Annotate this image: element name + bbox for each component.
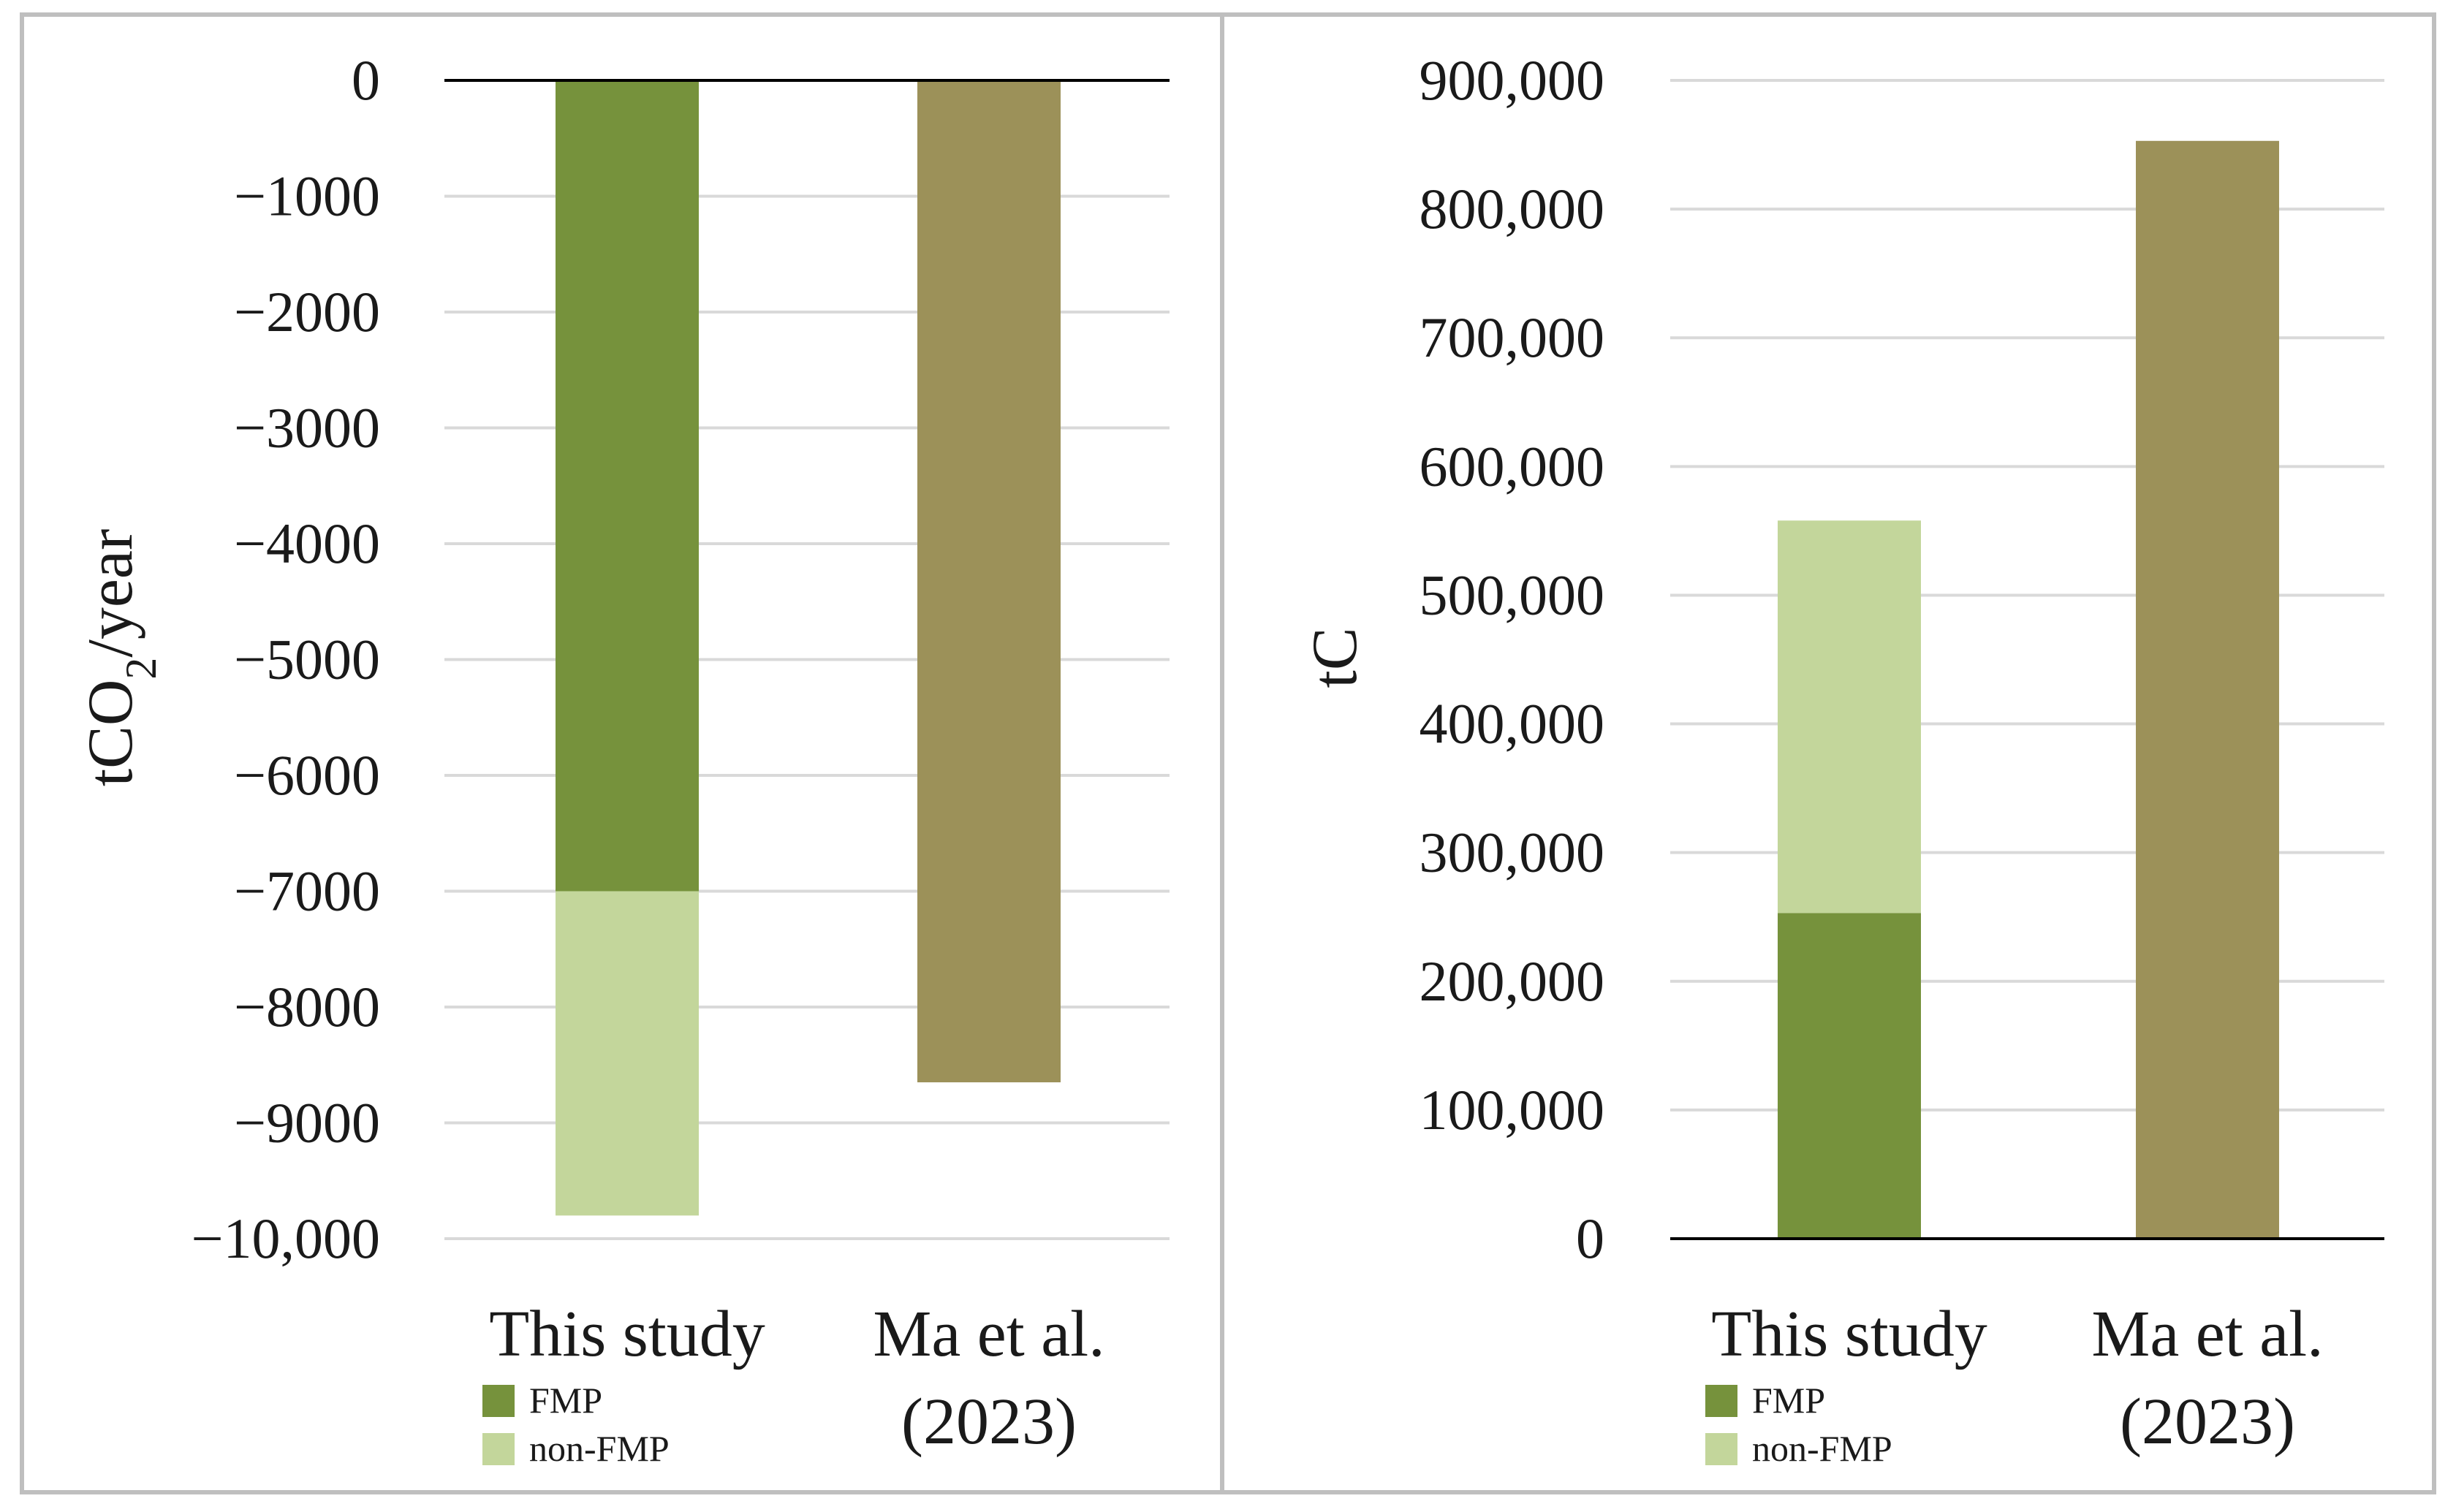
right-y-tick-label: 400,000 (1420, 692, 1605, 756)
left-bar-fmp-0 (556, 80, 699, 892)
right-legend: FMP non-FMP (1705, 1380, 1892, 1469)
left-y-tick-label: 0 (352, 48, 380, 112)
left-y-axis-label-tail: /year (75, 529, 146, 658)
left-y-tick-label: −5000 (234, 628, 380, 691)
left-y-tick-label: −1000 (234, 164, 380, 228)
right-y-tick-label: 100,000 (1420, 1078, 1605, 1141)
right-chart-stock: 900,000 800,000 700,000 600,000 500,000 400,0… (1300, 48, 2384, 1469)
left-bar-non-fmp-0 (556, 891, 699, 1216)
left-y-tick-label: −4000 (234, 512, 380, 575)
right-legend-label-non-fmp: non-FMP (1752, 1428, 1892, 1469)
left-y-axis-label-subscript: 2 (117, 658, 165, 680)
right-category-label: (2023) (2120, 1386, 2295, 1458)
right-y-tick-label: 500,000 (1420, 563, 1605, 626)
left-y-tick-label: −7000 (234, 859, 380, 923)
right-y-tick-label: 800,000 (1420, 177, 1605, 240)
left-legend: FMP non-FMP (482, 1380, 670, 1469)
left-bar-ma-et-al-2023-1 (917, 80, 1061, 1083)
left-y-tick-label: −8000 (234, 975, 380, 1038)
left-legend-label-fmp: FMP (529, 1380, 602, 1421)
left-y-tick-label: −2000 (234, 280, 380, 343)
right-legend-label-fmp: FMP (1752, 1380, 1825, 1421)
left-y-axis-label-main: tCO (75, 680, 146, 787)
right-bars (1778, 140, 2279, 1239)
left-category-labels: This study Ma et al. (2023) (489, 1298, 1104, 1458)
right-y-tick-label: 600,000 (1420, 434, 1605, 498)
left-y-tick-labels: 0 −1000 −2000 −3000 −4000 −5000 −6000 −7000 −800… (192, 48, 381, 1270)
left-y-tick-label: −9000 (234, 1091, 380, 1155)
right-y-axis-label: tC (1300, 627, 1371, 688)
left-bars (556, 80, 1061, 1216)
left-legend-swatch-fmp (482, 1385, 515, 1417)
figure-frame (20, 12, 2436, 1494)
right-bar-ma-et-al-2023-1 (2136, 140, 2279, 1239)
left-category-label: This study (489, 1298, 765, 1370)
right-category-label: Ma et al. (2091, 1298, 2323, 1370)
right-y-tick-label: 300,000 (1420, 821, 1605, 884)
right-legend-swatch-non-fmp (1705, 1433, 1737, 1465)
right-y-tick-label: 200,000 (1420, 949, 1605, 1013)
right-bar-fmp-0 (1778, 913, 1921, 1239)
right-category-labels: This study Ma et al. (2023) (1711, 1298, 2323, 1458)
right-y-tick-label: 700,000 (1420, 305, 1605, 369)
left-y-tick-label: −3000 (234, 396, 380, 460)
right-y-tick-labels: 900,000 800,000 700,000 600,000 500,000 400,0… (1420, 48, 1605, 1270)
left-y-axis-label: tCO2/year (75, 529, 165, 787)
left-category-label: Ma et al. (873, 1298, 1104, 1370)
right-y-tick-label: 0 (1576, 1207, 1604, 1270)
left-legend-label-non-fmp: non-FMP (529, 1428, 670, 1469)
right-category-label: This study (1711, 1298, 1987, 1370)
left-y-tick-label: −10,000 (192, 1207, 381, 1270)
right-legend-swatch-fmp (1705, 1385, 1737, 1417)
left-category-label: (2023) (901, 1386, 1077, 1458)
left-y-tick-label: −6000 (234, 743, 380, 807)
right-y-tick-label: 900,000 (1420, 48, 1605, 112)
left-legend-swatch-non-fmp (482, 1433, 515, 1465)
right-y-axis-label-main: tC (1300, 627, 1371, 688)
right-bar-non-fmp-0 (1778, 520, 1921, 913)
left-chart-emissions: 0 −1000 −2000 −3000 −4000 −5000 −6000 −7000 −800… (75, 48, 1170, 1469)
